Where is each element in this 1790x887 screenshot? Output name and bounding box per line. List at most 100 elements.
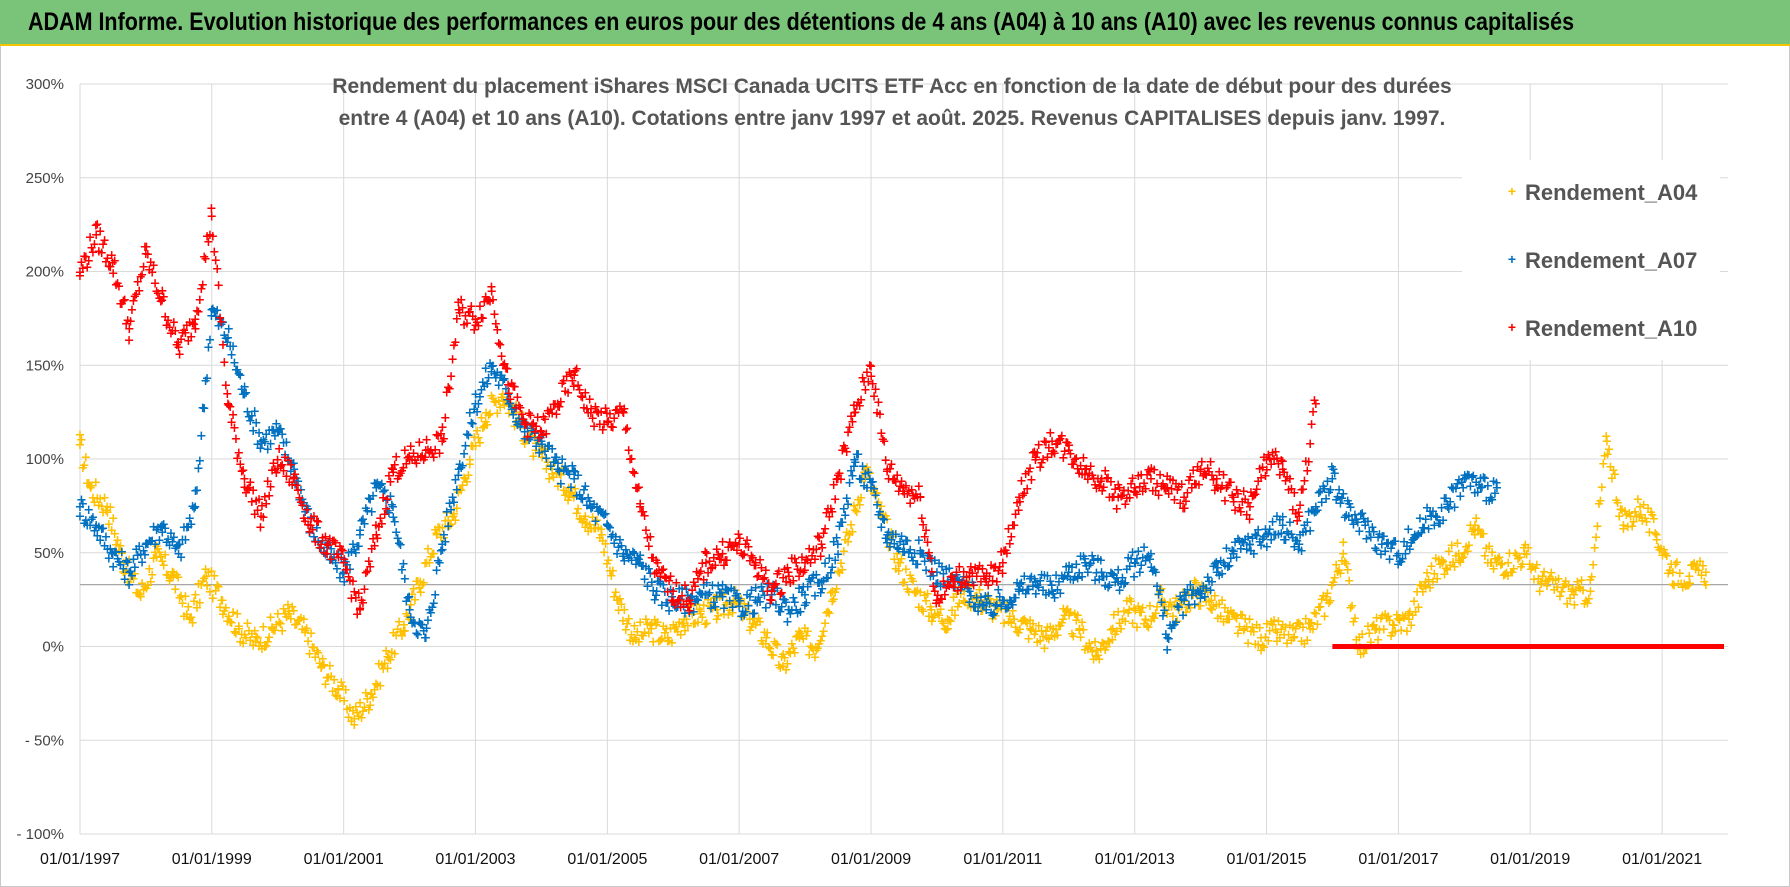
data-point: +: [1003, 615, 1014, 630]
data-point: +: [230, 432, 241, 447]
data-point: +: [947, 604, 958, 619]
data-point: +: [1124, 592, 1135, 607]
data-point: +: [887, 529, 898, 544]
data-point: +: [671, 620, 682, 635]
data-point: +: [190, 588, 201, 603]
plot-area: ++++++++++++++++++++++++++++++++++++++++…: [75, 202, 1724, 733]
data-point: +: [792, 629, 803, 644]
data-point: +: [272, 453, 283, 468]
data-point: +: [1140, 613, 1151, 628]
data-point: +: [128, 553, 139, 568]
data-point: +: [1006, 617, 1017, 632]
data-point: +: [1038, 629, 1049, 644]
data-point: +: [1116, 622, 1127, 637]
data-point: +: [867, 480, 878, 495]
data-point: +: [401, 607, 412, 622]
data-point: +: [889, 552, 900, 567]
data-point: +: [713, 609, 724, 624]
data-point: +: [1117, 613, 1128, 628]
data-point: +: [391, 628, 402, 643]
data-point: +: [1529, 572, 1540, 587]
data-point: +: [334, 691, 345, 706]
data-point: +: [420, 444, 431, 459]
data-point: +: [1573, 580, 1584, 595]
data-point: +: [284, 604, 295, 619]
data-point: +: [412, 574, 423, 589]
data-point: +: [1152, 600, 1163, 615]
data-point: +: [1585, 573, 1596, 588]
data-point: +: [898, 537, 909, 552]
data-point: +: [1371, 611, 1382, 626]
data-point: +: [105, 500, 116, 515]
data-point: +: [450, 514, 461, 529]
data-point: +: [674, 616, 685, 631]
data-point: +: [593, 521, 604, 536]
data-point: +: [154, 546, 165, 561]
data-point: +: [1056, 616, 1067, 631]
data-point: +: [243, 624, 254, 639]
data-point: +: [782, 657, 793, 672]
data-point: +: [596, 522, 607, 537]
y-tick-label: - 50%: [25, 732, 64, 749]
data-point: +: [430, 523, 441, 538]
data-point: +: [1126, 595, 1137, 610]
data-point: +: [580, 521, 591, 536]
data-point: +: [1462, 544, 1473, 559]
data-point: +: [931, 594, 942, 609]
data-point: +: [129, 560, 140, 575]
data-point: +: [275, 617, 286, 632]
data-point: +: [448, 509, 459, 524]
data-point: +: [1663, 567, 1674, 582]
data-point: +: [1267, 618, 1278, 633]
data-point: +: [118, 565, 129, 580]
data-point: +: [1029, 628, 1040, 643]
data-point: +: [86, 479, 97, 494]
data-point: +: [476, 411, 487, 426]
data-point: +: [590, 522, 601, 537]
data-point: +: [1634, 510, 1645, 525]
data-point: +: [1599, 449, 1610, 464]
data-point: +: [170, 541, 181, 556]
data-point: +: [951, 587, 962, 602]
data-point: +: [1111, 625, 1122, 640]
data-point: +: [571, 507, 582, 522]
data-point: +: [756, 634, 767, 649]
data-point: +: [1142, 619, 1153, 634]
data-point: +: [453, 462, 464, 477]
data-point: +: [1179, 595, 1190, 610]
data-point: +: [1684, 569, 1695, 584]
data-point: +: [278, 602, 289, 617]
data-point: +: [166, 527, 177, 542]
data-point: +: [83, 503, 94, 518]
data-point: +: [382, 493, 393, 508]
data-point: +: [125, 564, 136, 579]
data-point: +: [1222, 612, 1233, 627]
data-point: +: [934, 608, 945, 623]
data-point: +: [480, 415, 491, 430]
data-point: +: [1423, 573, 1434, 588]
data-point: +: [1631, 510, 1642, 525]
data-point: +: [410, 593, 421, 608]
data-point: +: [799, 621, 810, 636]
data-point: +: [321, 671, 332, 686]
data-point: +: [861, 460, 872, 475]
data-point: +: [883, 541, 894, 556]
data-point: +: [678, 612, 689, 627]
data-point: +: [85, 481, 96, 496]
data-point: +: [1121, 594, 1132, 609]
data-point: +: [1673, 577, 1684, 592]
data-point: +: [872, 486, 883, 501]
data-point: +: [859, 465, 870, 480]
data-point: +: [1181, 605, 1192, 620]
data-point: +: [464, 458, 475, 473]
data-point: +: [1227, 607, 1238, 622]
data-point: +: [1449, 560, 1460, 575]
data-point: +: [293, 614, 304, 629]
data-point: +: [684, 599, 695, 614]
data-point: +: [866, 359, 877, 374]
y-tick-label: 300%: [26, 76, 64, 93]
data-point: +: [1096, 472, 1107, 487]
data-point: +: [187, 499, 198, 514]
data-point: +: [206, 209, 217, 224]
data-point: +: [503, 407, 514, 422]
